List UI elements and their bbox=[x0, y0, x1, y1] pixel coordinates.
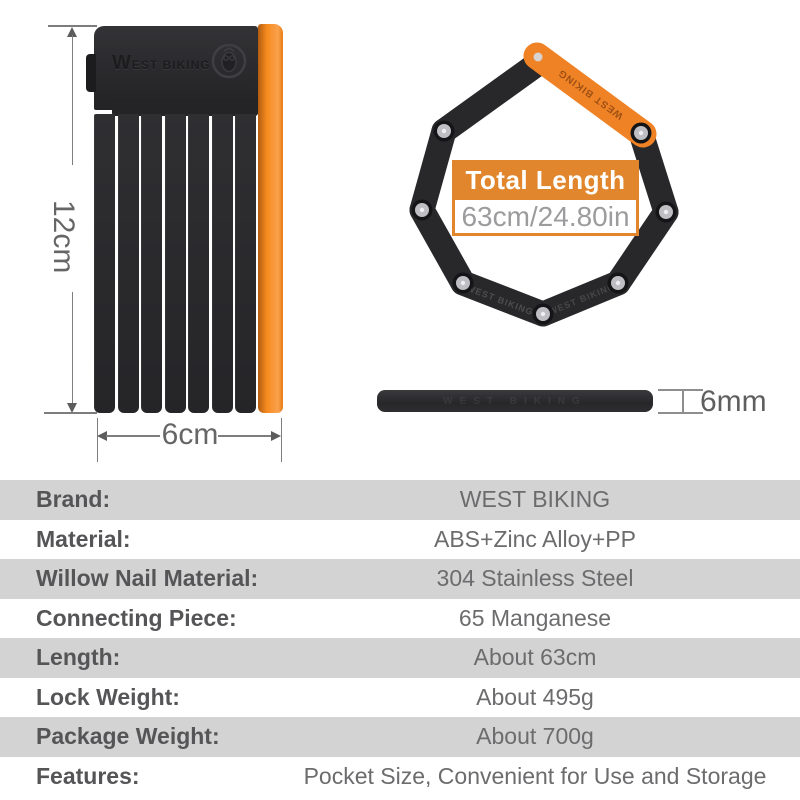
lock-link-bar bbox=[94, 114, 115, 413]
spec-value: 65 Manganese bbox=[458, 604, 612, 631]
table-row: Package Weight: About 700g bbox=[0, 717, 800, 757]
dimension-line bbox=[71, 35, 73, 165]
lock-link-bar bbox=[235, 114, 256, 413]
height-dimension-label: 12cm bbox=[47, 200, 80, 274]
dimension-line bbox=[71, 292, 73, 405]
orange-closing-link bbox=[523, 42, 657, 148]
spec-label: Material: bbox=[36, 525, 131, 552]
orange-link-bar bbox=[258, 24, 283, 413]
spec-value: ABS+Zinc Alloy+PP bbox=[434, 525, 636, 552]
arrow-down-icon bbox=[67, 403, 77, 413]
spec-value: 304 Stainless Steel bbox=[436, 565, 634, 592]
unfolded-lock-octagon: WEST BIKING WEST BIKING WEST BIKING bbox=[409, 42, 679, 327]
lock-link-bar bbox=[188, 114, 209, 413]
table-row: Brand: WEST BIKING bbox=[0, 480, 800, 520]
extension-line bbox=[280, 418, 282, 462]
extension-line bbox=[48, 25, 97, 27]
arrow-right-icon bbox=[271, 431, 281, 441]
spec-label: Brand: bbox=[36, 486, 111, 513]
side-bar-emboss-text: WEST BIKING bbox=[443, 395, 587, 407]
spec-label: Willow Nail Material: bbox=[36, 565, 259, 592]
width-dimension-label: 6cm bbox=[161, 418, 219, 451]
spec-label: Package Weight: bbox=[36, 723, 220, 750]
lock-link-bar bbox=[212, 114, 233, 413]
table-row: Willow Nail Material: 304 Stainless Stee… bbox=[0, 559, 800, 599]
spec-label: Connecting Piece: bbox=[36, 604, 237, 631]
thickness-dimension-label: 6mm bbox=[700, 385, 767, 418]
bracket-line bbox=[682, 389, 684, 413]
lock-head: WEST BIKING bbox=[94, 26, 258, 110]
spec-value: About 63cm bbox=[473, 644, 597, 671]
table-row: Connecting Piece: 65 Manganese bbox=[0, 598, 800, 638]
table-row: Features: Pocket Size, Convenient for Us… bbox=[0, 756, 800, 796]
arrow-left-icon bbox=[97, 431, 107, 441]
lock-link-bar bbox=[141, 114, 162, 413]
spec-label: Length: bbox=[36, 644, 121, 671]
extension-line bbox=[44, 412, 97, 414]
dimension-line bbox=[106, 435, 160, 437]
spec-table: Brand: WEST BIKING Material: ABS+Zinc Al… bbox=[0, 480, 800, 796]
spec-value: About 495g bbox=[476, 683, 594, 710]
rivets bbox=[411, 52, 677, 325]
spec-value: Pocket Size, Convenient for Use and Stor… bbox=[303, 762, 767, 789]
spec-value: WEST BIKING bbox=[459, 486, 611, 513]
table-row: Material: ABS+Zinc Alloy+PP bbox=[0, 519, 800, 559]
lock-head-plate bbox=[112, 98, 258, 116]
brand-logo-text: WEST BIKING bbox=[112, 52, 211, 74]
lock-link-bar bbox=[118, 114, 139, 413]
table-row: Lock Weight: About 495g bbox=[0, 677, 800, 717]
lock-link-bar bbox=[165, 114, 186, 413]
lock-side-view-bar: WEST BIKING bbox=[377, 390, 653, 412]
keyhole-cover bbox=[86, 54, 96, 92]
spec-label: Features: bbox=[36, 762, 140, 789]
bracket-line bbox=[658, 412, 703, 414]
table-row: Length: About 63cm bbox=[0, 638, 800, 678]
arrow-up-icon bbox=[67, 27, 77, 37]
bracket-line bbox=[658, 389, 703, 391]
owl-logo-icon bbox=[210, 42, 248, 80]
total-length-callout: Total Length 63cm/24.80in bbox=[452, 160, 639, 236]
spec-label: Lock Weight: bbox=[36, 683, 180, 710]
dimension-line bbox=[218, 435, 272, 437]
spec-value: About 700g bbox=[476, 723, 594, 750]
total-length-value: 63cm/24.80in bbox=[452, 200, 639, 236]
total-length-title: Total Length bbox=[452, 160, 639, 200]
